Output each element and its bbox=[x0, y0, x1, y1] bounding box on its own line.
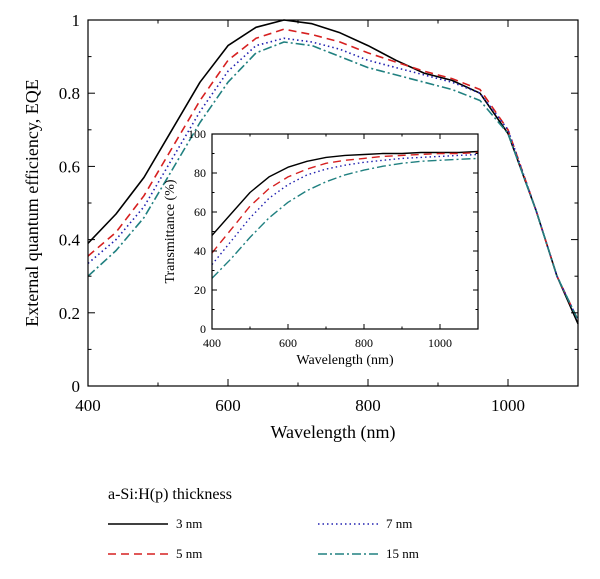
inset-x-tick-label: 1000 bbox=[428, 336, 452, 350]
inset-x-tick-label: 800 bbox=[355, 336, 373, 350]
main-x-tick-label: 600 bbox=[215, 396, 241, 415]
inset-y-tick-label: 60 bbox=[194, 205, 206, 219]
main-y-tick-label: 0.6 bbox=[59, 157, 80, 176]
legend-swatch-dashed bbox=[108, 553, 168, 555]
inset-y-tick-label: 80 bbox=[194, 166, 206, 180]
inset-y-axis-label: Transmittance (%) bbox=[163, 179, 178, 283]
inset-y-tick-label: 100 bbox=[188, 127, 206, 141]
inset-series-line-7nm bbox=[211, 153, 479, 266]
main-y-tick-label: 0.8 bbox=[59, 84, 80, 103]
legend-item-7nm: 7 nm bbox=[318, 515, 412, 533]
main-x-tick-label: 400 bbox=[75, 396, 101, 415]
legend-swatch-dashdot bbox=[318, 553, 378, 555]
legend-label: 15 nm bbox=[386, 546, 419, 561]
legend-label: 3 nm bbox=[176, 516, 203, 531]
inset-x-tick-label: 600 bbox=[279, 336, 297, 350]
inset-y-tick-label: 40 bbox=[194, 244, 206, 258]
legend-swatch-solid bbox=[108, 523, 168, 525]
legend-title: a-Si:H(p) thickness bbox=[108, 486, 232, 503]
main-y-tick-label: 1 bbox=[72, 11, 81, 30]
legend-item-5nm: 5 nm bbox=[108, 545, 202, 563]
main-x-tick-label: 1000 bbox=[491, 396, 525, 415]
inset-series-line-3nm bbox=[211, 150, 479, 236]
main-x-tick-label: 800 bbox=[355, 396, 381, 415]
legend-label: 5 nm bbox=[176, 546, 203, 561]
main-y-tick-label: 0 bbox=[72, 377, 81, 396]
legend-swatch-dotted bbox=[318, 523, 378, 525]
inset-y-tick-label: 20 bbox=[194, 283, 206, 297]
main-series-line-15nm bbox=[87, 41, 579, 321]
inset-series-line-5nm bbox=[211, 151, 479, 254]
inset-chart: 400 600 800 1000 0 20 40 60 80 100 Wavelength (nm)… bbox=[163, 127, 479, 368]
main-y-axis-label: External quantum efficiency, EQE bbox=[22, 79, 42, 326]
legend-item-15nm: 15 nm bbox=[318, 545, 419, 563]
main-series-line-5nm bbox=[87, 28, 579, 321]
inset-y-tick-label: 0 bbox=[200, 322, 206, 336]
main-series-line-3nm bbox=[87, 19, 579, 325]
legend-item-3nm: 3 nm bbox=[108, 515, 202, 533]
main-x-axis-label: Wavelength (nm) bbox=[270, 422, 395, 443]
main-y-tick-label: 0.4 bbox=[59, 231, 81, 250]
inset-x-axis-label: Wavelength (nm) bbox=[296, 353, 394, 368]
main-series-line-7nm bbox=[87, 37, 579, 321]
inset-background bbox=[212, 134, 478, 329]
legend-label: 7 nm bbox=[386, 516, 413, 531]
inset-series-line-15nm bbox=[211, 157, 479, 279]
inset-x-tick-label: 400 bbox=[203, 336, 221, 350]
main-y-tick-label: 0.2 bbox=[59, 304, 80, 323]
